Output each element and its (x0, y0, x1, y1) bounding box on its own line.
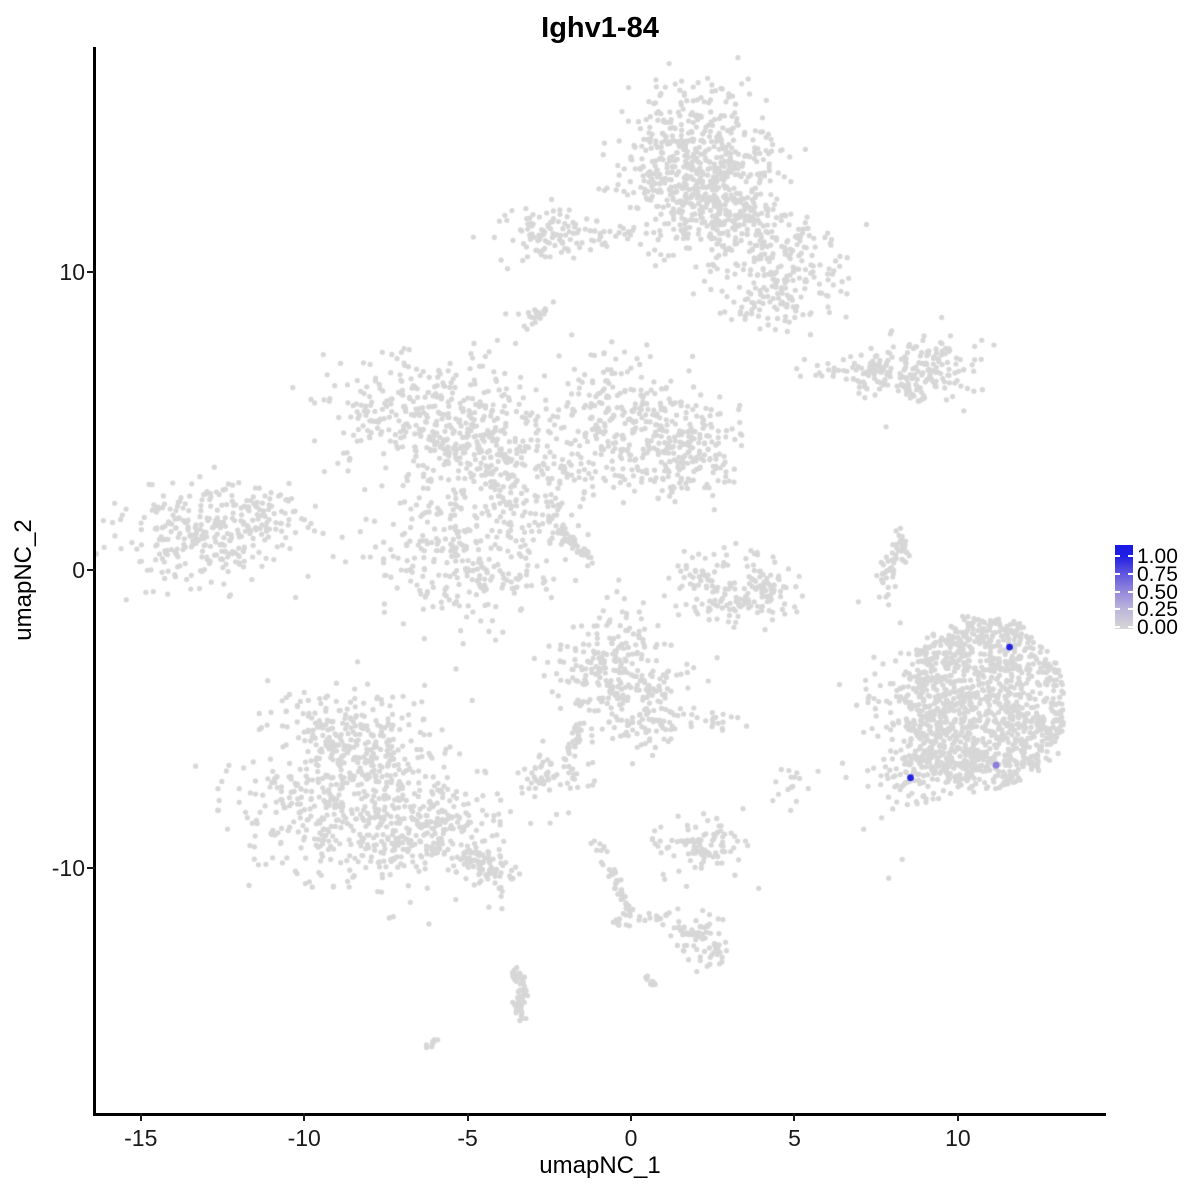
legend-colorbar (1115, 545, 1133, 629)
legend-tick-mark (1128, 555, 1133, 557)
legend-value-label: 0.50 (1137, 580, 1178, 604)
x-axis-title: umapNC_1 (539, 1152, 661, 1179)
x-tick-label: -10 (287, 1125, 321, 1151)
x-tick-label: -5 (457, 1125, 478, 1151)
x-tick-label: -15 (124, 1125, 158, 1151)
legend-tick-mark (1115, 626, 1120, 628)
y-axis-line (93, 47, 96, 1116)
legend-tick-mark (1115, 590, 1120, 593)
y-tick-label: 0 (72, 557, 85, 584)
x-tick-label: 5 (788, 1125, 801, 1151)
x-tick-mark (139, 1113, 142, 1121)
y-tick-label: 10 (59, 258, 85, 285)
x-tick-mark (466, 1113, 469, 1121)
x-axis-line (93, 1113, 1106, 1116)
legend-value-label: 0.25 (1137, 598, 1178, 622)
legend-tick-mark (1115, 555, 1120, 557)
x-tick-label: 0 (624, 1125, 638, 1151)
y-tick-mark (87, 569, 95, 572)
x-tick-mark (956, 1113, 959, 1121)
x-tick-label: 10 (945, 1125, 971, 1151)
legend-tick-mark (1128, 626, 1133, 628)
legend-tick-mark (1128, 572, 1133, 575)
legend-value-label: 0.00 (1137, 616, 1178, 639)
x-tick-mark (303, 1113, 306, 1121)
x-tick-mark (793, 1113, 796, 1121)
legend-tick-mark (1115, 608, 1120, 611)
y-tick-mark (87, 867, 95, 870)
y-axis-title: umapNC_2 (10, 519, 37, 641)
legend-tick-mark (1128, 590, 1133, 593)
x-tick-mark (630, 1113, 633, 1121)
legend-value-label: 0.75 (1137, 562, 1178, 586)
expression-legend: 1.00 0.75 0.50 0.25 0.00 (1108, 535, 1200, 645)
y-tick-mark (87, 270, 95, 273)
legend-tick-mark (1115, 572, 1120, 575)
y-tick-label: -10 (51, 855, 85, 882)
legend-tick-mark (1128, 608, 1133, 611)
legend-value-label: 1.00 (1137, 545, 1178, 568)
